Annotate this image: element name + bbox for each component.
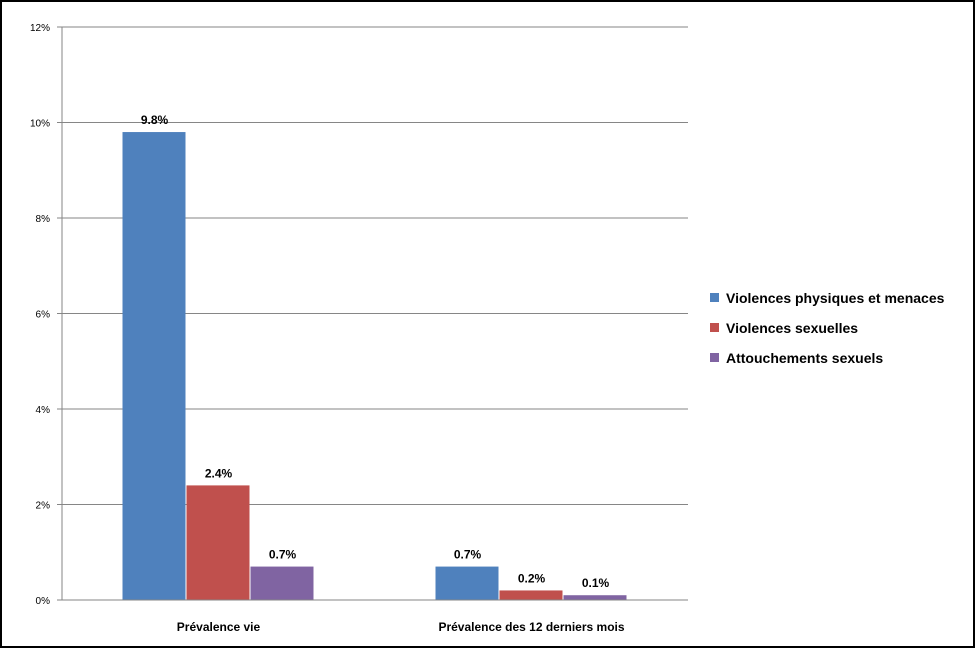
- y-tick-label: 6%: [36, 310, 51, 321]
- legend-swatch: [710, 323, 719, 332]
- y-tick-label: 8%: [36, 214, 51, 225]
- data-label: 0.7%: [454, 548, 482, 562]
- data-labels: 9.8% 2.4% 0.7% 0.7% 0.2% 0.1%: [141, 113, 610, 590]
- y-tick-label: 4%: [36, 405, 51, 416]
- bar: [435, 566, 499, 600]
- bar: [186, 485, 250, 600]
- bar: [499, 590, 563, 600]
- bar: [563, 595, 627, 600]
- data-label: 0.1%: [582, 576, 610, 590]
- legend-swatch: [710, 293, 719, 302]
- data-label: 2.4%: [205, 466, 233, 480]
- bar: [122, 132, 186, 601]
- y-tick-label: 12%: [30, 23, 50, 34]
- bars: [122, 132, 627, 601]
- bar: [250, 566, 314, 600]
- y-tick-label: 2%: [36, 501, 51, 512]
- legend: Violences physiques et menaces Violences …: [710, 290, 945, 366]
- data-label: 0.2%: [518, 571, 546, 585]
- legend-entry: Attouchements sexuels: [726, 350, 883, 366]
- data-label: 0.7%: [269, 548, 297, 562]
- legend-entry: Violences sexuelles: [726, 320, 858, 336]
- legend-swatch: [710, 353, 719, 362]
- y-tick-label: 10%: [30, 119, 50, 130]
- data-label: 9.8%: [141, 113, 169, 127]
- axes: [61, 27, 688, 601]
- y-axis-ticks: 0% 2% 4% 6% 8% 10% 12%: [30, 23, 62, 607]
- category-labels: Prévalence vie Prévalence des 12 derniers…: [177, 620, 625, 634]
- category-label: Prévalence des 12 derniers mois: [438, 620, 624, 634]
- category-label: Prévalence vie: [177, 620, 261, 634]
- legend-entry: Violences physiques et menaces: [726, 290, 945, 306]
- y-tick-label: 0%: [36, 596, 51, 607]
